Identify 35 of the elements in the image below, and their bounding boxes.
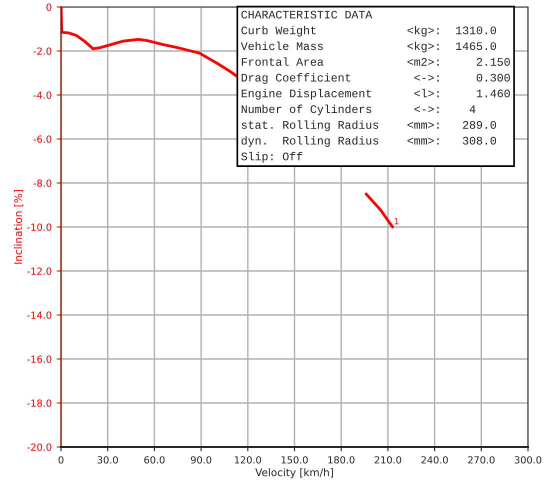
x-tick-label: 270.0 bbox=[468, 456, 495, 464]
y-tick-label: -16.0 bbox=[27, 355, 52, 363]
annotation: Frontal Area <m2>: 2.150 bbox=[242, 57, 510, 66]
x-tick-label: 210.0 bbox=[374, 456, 402, 464]
annotation: Number of Cylinders <->: 4 bbox=[242, 104, 476, 116]
annotation: Vehicle Mass <kg>: 1465.0 bbox=[240, 42, 496, 52]
x-tick-label: 180.0 bbox=[328, 456, 354, 464]
x-axis-title: Velocity [km/h] bbox=[255, 468, 333, 478]
annotation: Curb Weight <kg>: 1310.0 bbox=[241, 26, 496, 37]
y-tick-label: -10.0 bbox=[27, 223, 52, 231]
y-tick-label: -14.0 bbox=[27, 311, 52, 319]
annotation: stat. Rolling Radius <mm>: 289.0 bbox=[242, 120, 496, 132]
annotation: Engine Displacement <l>: 1.460 bbox=[242, 88, 510, 100]
x-tick-label: 240.0 bbox=[421, 456, 448, 464]
x-tick-label: 300.0 bbox=[514, 456, 542, 464]
y-axis-title: Inclination [%] bbox=[14, 190, 24, 264]
y-tick-label: 0 bbox=[46, 3, 52, 11]
x-tick-label: 90.0 bbox=[190, 456, 212, 464]
x-tick-label: 0 bbox=[58, 456, 64, 464]
annotation: Drag Coefficient <->: 0.300 bbox=[242, 73, 510, 84]
y-tick-label: -20.0 bbox=[27, 443, 52, 451]
y-tick-label: -8.0 bbox=[33, 179, 52, 187]
y-tick-label: -4.0 bbox=[33, 91, 52, 99]
x-tick-label: 120.0 bbox=[234, 456, 262, 464]
x-tick-label: 30.0 bbox=[98, 456, 118, 464]
annotation: Slip: Off bbox=[241, 152, 302, 163]
y-tick-label: -6.0 bbox=[33, 135, 52, 143]
x-tick-label: 60.0 bbox=[144, 456, 165, 464]
x-tick-label: 150.0 bbox=[282, 456, 308, 464]
y-tick-label: -2.0 bbox=[33, 47, 52, 55]
annotation: 1 bbox=[394, 218, 398, 224]
y-tick-label: -18.0 bbox=[27, 399, 52, 407]
annotation: dyn. Rolling Radius <mm>: 308.0 bbox=[242, 136, 496, 147]
y-tick-label: -12.0 bbox=[27, 267, 52, 275]
annotation: CHARACTERISTIC DATA bbox=[241, 10, 372, 19]
